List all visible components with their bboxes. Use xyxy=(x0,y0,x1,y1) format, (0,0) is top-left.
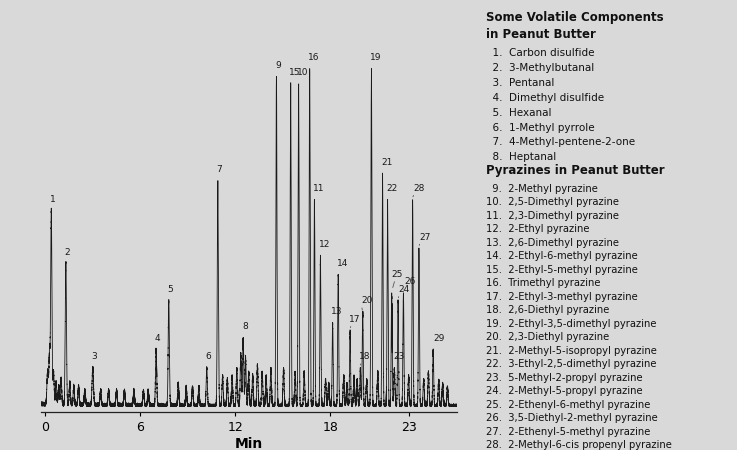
Text: 3: 3 xyxy=(91,352,97,361)
Text: 21: 21 xyxy=(381,158,393,167)
Text: Some Volatile Components: Some Volatile Components xyxy=(486,11,664,24)
Text: 17.  2-Ethyl-3-methyl pyrazine: 17. 2-Ethyl-3-methyl pyrazine xyxy=(486,292,638,302)
Text: 26: 26 xyxy=(404,278,415,287)
Text: 18: 18 xyxy=(359,352,371,361)
Text: 22: 22 xyxy=(386,184,397,193)
Text: 25.  2-Ethenyl-6-methyl pyrazine: 25. 2-Ethenyl-6-methyl pyrazine xyxy=(486,400,651,410)
Text: 28: 28 xyxy=(413,184,425,193)
Text: 7.  4-Methyl-pentene-2-one: 7. 4-Methyl-pentene-2-one xyxy=(486,137,635,148)
Text: 19.  2-Ethyl-3,5-dimethyl pyrazine: 19. 2-Ethyl-3,5-dimethyl pyrazine xyxy=(486,319,657,329)
X-axis label: Min: Min xyxy=(234,436,263,450)
Text: 12.  2-Ethyl pyrazine: 12. 2-Ethyl pyrazine xyxy=(486,224,590,234)
Text: 23.  5-Methyl-2-propyl pyrazine: 23. 5-Methyl-2-propyl pyrazine xyxy=(486,373,643,383)
Text: 7: 7 xyxy=(217,165,223,174)
Text: 13: 13 xyxy=(332,307,343,316)
Text: 22.  3-Ethyl-2,5-dimethyl pyrazine: 22. 3-Ethyl-2,5-dimethyl pyrazine xyxy=(486,359,657,369)
Text: 1: 1 xyxy=(49,195,55,204)
Text: 27: 27 xyxy=(419,233,430,242)
Text: 2: 2 xyxy=(65,248,70,256)
Text: 1.  Carbon disulfide: 1. Carbon disulfide xyxy=(486,48,595,58)
Text: 10: 10 xyxy=(297,68,309,77)
Text: 10.  2,5-Dimethyl pyrazine: 10. 2,5-Dimethyl pyrazine xyxy=(486,197,619,207)
Text: 2.  3-Methylbutanal: 2. 3-Methylbutanal xyxy=(486,63,595,73)
Text: 16: 16 xyxy=(308,53,320,62)
Text: 15.  2-Ethyl-5-methyl pyrazine: 15. 2-Ethyl-5-methyl pyrazine xyxy=(486,265,638,275)
Text: Pyrazines in Peanut Butter: Pyrazines in Peanut Butter xyxy=(486,164,665,177)
Text: 13.  2,6-Dimethyl pyrazine: 13. 2,6-Dimethyl pyrazine xyxy=(486,238,619,248)
Text: 21.  2-Methyl-5-isopropyl pyrazine: 21. 2-Methyl-5-isopropyl pyrazine xyxy=(486,346,657,356)
Text: 8: 8 xyxy=(242,322,248,331)
Text: 3.  Pentanal: 3. Pentanal xyxy=(486,78,555,88)
Text: 15: 15 xyxy=(290,68,301,77)
Text: 24: 24 xyxy=(399,285,410,294)
Text: 12: 12 xyxy=(319,240,331,249)
Text: 11.  2,3-Dimethyl pyrazine: 11. 2,3-Dimethyl pyrazine xyxy=(486,211,619,221)
Text: 14.  2-Ethyl-6-methyl pyrazine: 14. 2-Ethyl-6-methyl pyrazine xyxy=(486,251,638,261)
Text: 20: 20 xyxy=(361,296,373,305)
Text: 8.  Heptanal: 8. Heptanal xyxy=(486,152,556,162)
Text: 17: 17 xyxy=(349,315,360,324)
Text: 14: 14 xyxy=(337,259,349,268)
Text: 23: 23 xyxy=(394,352,405,361)
Text: 6: 6 xyxy=(206,352,212,361)
Text: 9.  2-Methyl pyrazine: 9. 2-Methyl pyrazine xyxy=(486,184,598,194)
Text: 9: 9 xyxy=(275,61,281,70)
Text: 20.  2,3-Diethyl pyrazine: 20. 2,3-Diethyl pyrazine xyxy=(486,332,609,342)
Text: 5.  Hexanal: 5. Hexanal xyxy=(486,108,552,118)
Text: 29: 29 xyxy=(433,333,445,342)
Text: in Peanut Butter: in Peanut Butter xyxy=(486,28,596,41)
Text: 4: 4 xyxy=(155,333,161,342)
Text: 18.  2,6-Diethyl pyrazine: 18. 2,6-Diethyl pyrazine xyxy=(486,305,609,315)
Text: 26.  3,5-Diethyl-2-methyl pyrazine: 26. 3,5-Diethyl-2-methyl pyrazine xyxy=(486,413,658,423)
Text: 4.  Dimethyl disulfide: 4. Dimethyl disulfide xyxy=(486,93,604,103)
Text: 11: 11 xyxy=(313,184,325,193)
Text: 6.  1-Methyl pyrrole: 6. 1-Methyl pyrrole xyxy=(486,122,595,133)
Text: 16.  Trimethyl pyrazine: 16. Trimethyl pyrazine xyxy=(486,278,601,288)
Text: 28.  2-Methyl-6-cis propenyl pyrazine: 28. 2-Methyl-6-cis propenyl pyrazine xyxy=(486,440,672,450)
Text: 24.  2-Methyl-5-propyl pyrazine: 24. 2-Methyl-5-propyl pyrazine xyxy=(486,386,643,396)
Text: 27.  2-Ethenyl-5-methyl pyrazine: 27. 2-Ethenyl-5-methyl pyrazine xyxy=(486,427,651,437)
Text: 19: 19 xyxy=(370,53,382,62)
Text: 25: 25 xyxy=(391,270,403,279)
Text: 5: 5 xyxy=(167,285,173,294)
